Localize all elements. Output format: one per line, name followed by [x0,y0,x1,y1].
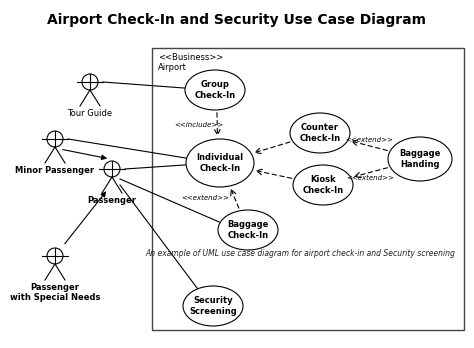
Text: Passenger: Passenger [88,196,137,205]
Text: <<extend>>: <<extend>> [345,137,393,143]
Ellipse shape [218,210,278,250]
Ellipse shape [186,139,254,187]
Text: Group
Check-In: Group Check-In [194,80,236,100]
Text: Counter
Check-In: Counter Check-In [300,123,340,143]
Text: Kiosk
Check-In: Kiosk Check-In [302,175,344,195]
Bar [152,48,464,330]
Text: <<extend>>: <<extend>> [346,175,394,181]
Ellipse shape [388,137,452,181]
Text: Passenger
with Special Needs: Passenger with Special Needs [10,283,100,302]
Text: <<Business>>
Airport: <<Business>> Airport [158,53,223,72]
Text: <<include>>: <<include>> [174,121,224,127]
Text: Baggage
Check-In: Baggage Check-In [228,220,269,240]
Text: Minor Passenger: Minor Passenger [16,166,94,175]
Text: Airport Check-In and Security Use Case Diagram: Airport Check-In and Security Use Case D… [47,13,427,27]
Ellipse shape [293,165,353,205]
Ellipse shape [183,286,243,326]
Text: Baggage
Handing: Baggage Handing [399,149,441,169]
Text: Individual
Check-In: Individual Check-In [196,153,244,173]
Ellipse shape [185,70,245,110]
Text: <<extend>>: <<extend>> [181,195,229,201]
Text: Security
Screening: Security Screening [189,296,237,316]
Ellipse shape [290,113,350,153]
Text: An example of UML use case diagram for airport check-in and Security screening: An example of UML use case diagram for a… [145,248,455,258]
Text: Tour Guide: Tour Guide [67,109,112,118]
